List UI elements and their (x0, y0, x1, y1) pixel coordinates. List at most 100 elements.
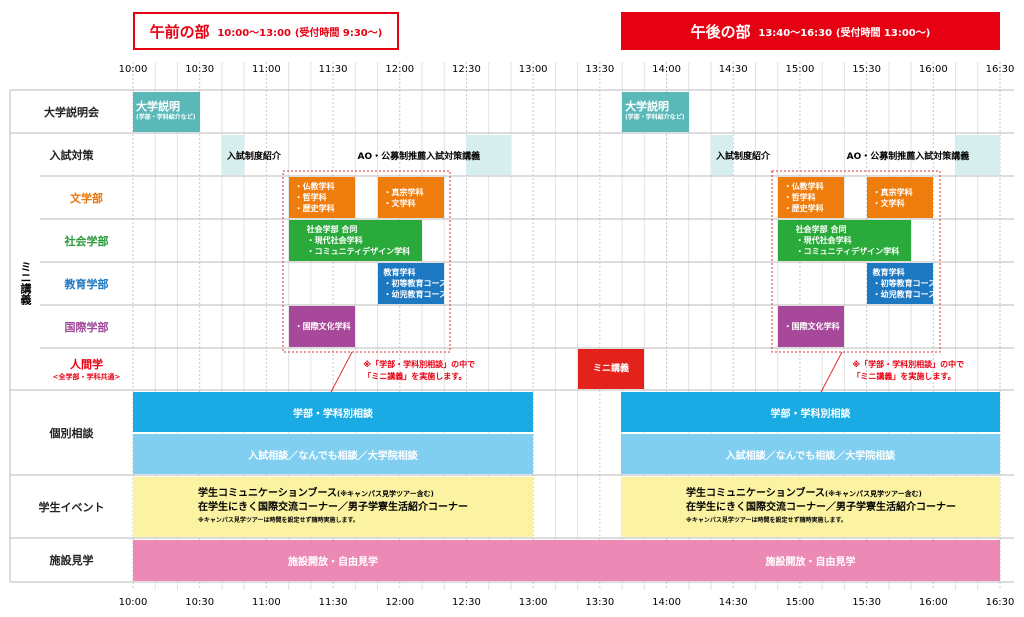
text: ・初等教育コース (872, 279, 937, 288)
block: ミニ講義 (577, 349, 645, 389)
text: ※「学部・学科別相談」の中で (852, 360, 965, 369)
time-label: 13:00 (518, 64, 548, 75)
block: ・国際文化学科 (777, 306, 845, 347)
text: 入試制度紹介 (716, 152, 771, 162)
time-label: 14:00 (652, 597, 681, 608)
block: ・仏教学科 ・哲学科 ・歴史学科 (288, 177, 356, 218)
text: ・真宗学科 (872, 187, 913, 197)
block: ・真宗学科 ・文学科 (377, 177, 445, 218)
text: ・幼児教育コース (383, 290, 448, 299)
text: 教育学科 (383, 268, 416, 277)
time-label: 11:00 (251, 64, 281, 75)
text: 施設開放・自由見学 (288, 557, 378, 568)
time-label: 11:00 (251, 597, 281, 608)
text: 入試対策 (49, 148, 94, 162)
text: 在学生にきく国際交流コーナー／男子学寮生活紹介コーナー (198, 502, 468, 513)
time-label: 14:30 (718, 64, 748, 75)
text: 学生イベント (38, 500, 105, 514)
time-label: 16:00 (918, 597, 948, 608)
session-am: 午前の部 10:00〜13:00 (受付時間 9:30〜) (133, 12, 399, 50)
block: 大学説明 (学部・学科紹介など) (622, 92, 689, 132)
row-label: 学生イベント (10, 475, 133, 538)
text: (学部・学科紹介など) (136, 114, 196, 121)
text: 在学生にきく国際交流コーナー／男子学寮生活紹介コーナー (686, 502, 956, 513)
time-label: 15:00 (785, 64, 815, 75)
block (133, 392, 533, 432)
time-label: 14:00 (652, 64, 681, 75)
row-label: 施設見学 (10, 538, 133, 582)
time-label: 11:30 (318, 64, 348, 75)
time-label: 15:30 (852, 597, 882, 608)
text: 国際学部 (64, 320, 109, 334)
text: ・真宗学科 (383, 187, 424, 197)
block (955, 135, 1000, 175)
text: ・現代社会学科 (795, 236, 852, 245)
text: (学部・学科紹介など) (625, 114, 685, 121)
note-line (819, 351, 843, 395)
block: ・国際文化学科 (288, 306, 356, 347)
text: ミニ講義 (592, 363, 629, 374)
text: ・哲学科 (294, 193, 327, 202)
text: 施設見学 (49, 554, 94, 567)
text: <全学部・学科共通> (52, 373, 121, 381)
block: 教育学科 ・初等教育コース ・幼児教育コース (866, 263, 937, 304)
note: ※「学部・学科別相談」の中で 「ミニ講義」を実施します。 (852, 359, 964, 383)
text: 学生コミュニケーションブース (198, 488, 337, 499)
text: ・文学科 (383, 198, 416, 208)
text: ・コミュニティデザイン学科 (795, 247, 900, 256)
time-label: 12:30 (452, 64, 481, 75)
time-label: 11:30 (318, 597, 348, 608)
session-title: 午前の部 (149, 22, 210, 41)
text: 大学説明会 (44, 105, 99, 119)
block (133, 540, 1000, 581)
text: ・初等教育コース (383, 279, 448, 288)
session-note: (受付時間 9:30〜) (294, 27, 383, 39)
time-label: 13:30 (585, 597, 615, 608)
text: 文学部 (70, 191, 103, 205)
note: ※「学部・学科別相談」の中で 「ミニ講義」を実施します。 (363, 359, 475, 383)
text: 「ミニ講義」を実施します。 (363, 372, 467, 381)
time-label: 10:30 (185, 597, 215, 608)
block: 学生コミュニケーションブース(※キャンパス見学ツアー含む) 在学生にきく国際交流コ… (621, 477, 1000, 537)
time-label: 13:30 (585, 64, 615, 75)
row-label: 社会学部 (40, 219, 133, 262)
block (621, 392, 1000, 432)
time-label: 15:00 (785, 597, 815, 608)
row-label: 個別相談 (10, 390, 133, 475)
time-label: 16:00 (918, 64, 948, 75)
text: (※キャンパス見学ツアー含む) (825, 490, 922, 498)
text: ・文学科 (872, 198, 905, 208)
time-label: 12:00 (385, 64, 415, 75)
text: 人間学 (70, 358, 103, 371)
text: ※「学部・学科別相談」の中で (363, 360, 476, 369)
text: ・コミュニティデザイン学科 (306, 247, 411, 256)
text: 施設開放・自由見学 (765, 557, 856, 568)
time-label: 14:30 (718, 597, 748, 608)
text: AO・公募制推薦入試対策講義 (357, 152, 481, 162)
block (466, 135, 511, 175)
block: ・真宗学科 ・文学科 (866, 177, 934, 218)
block (621, 434, 1000, 474)
time-label: 10:00 (118, 64, 148, 75)
mini-frame (282, 170, 451, 353)
time-label: 10:30 (185, 64, 215, 75)
row-label: 教育学部 (40, 262, 133, 305)
text: ・国際文化学科 (294, 322, 351, 331)
text: 学生コミュニケーションブース (686, 488, 825, 499)
text: (※キャンパス見学ツアー含む) (337, 490, 434, 498)
session-time: 13:40〜16:30 (758, 27, 833, 39)
row-label: 文学部 (40, 176, 133, 219)
block: ・仏教学科 ・哲学科 ・歴史学科 (777, 177, 845, 218)
text: ・現代社会学科 (306, 236, 363, 245)
row-label: 入試対策 (10, 133, 133, 176)
text: 教育学科 (872, 268, 905, 277)
block: 学生コミュニケーションブース(※キャンパス見学ツアー含む) 在学生にきく国際交流コ… (133, 477, 533, 537)
text: 大学説明 (625, 100, 670, 113)
note-line (329, 351, 353, 395)
time-label: 13:00 (518, 597, 548, 608)
block: 社会学部 合同 ・現代社会学科 ・コミュニティデザイン学科 (288, 220, 422, 261)
block (711, 135, 734, 175)
text: 社会学部 合同 (795, 225, 847, 234)
block (133, 434, 533, 474)
